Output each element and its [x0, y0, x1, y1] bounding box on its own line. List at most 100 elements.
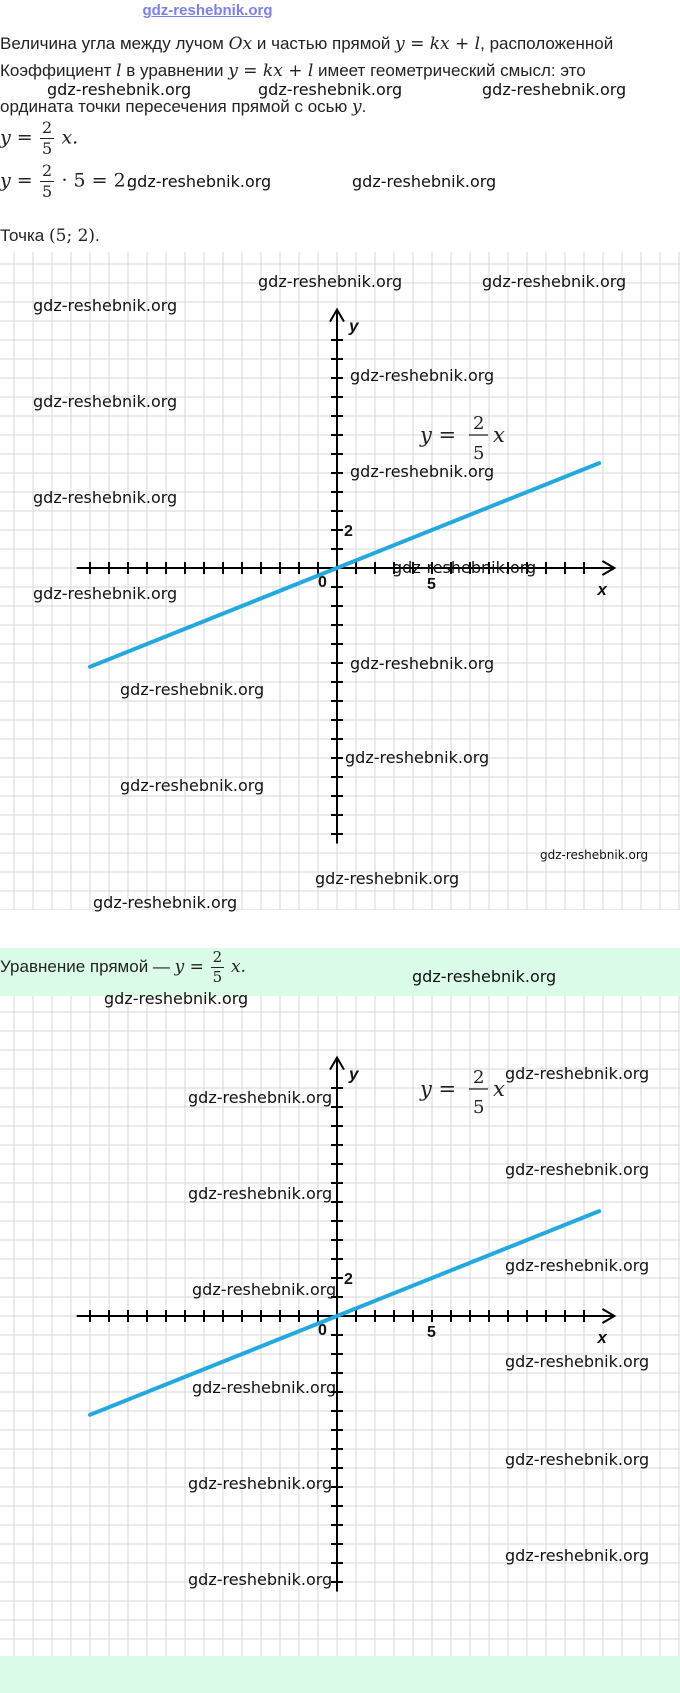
- text: имеет геометрический смысл: это: [318, 61, 586, 80]
- watermark: gdz-reshebnik.org: [482, 80, 627, 99]
- grid: [0, 252, 680, 910]
- y-axis-label: y: [348, 317, 360, 336]
- math-ox: Ox: [228, 34, 253, 54]
- bottom-band: [0, 1656, 680, 1693]
- grid: [0, 996, 680, 1656]
- denominator: 5: [41, 139, 53, 158]
- y-tick-label: 2: [344, 523, 353, 540]
- denominator: 5: [41, 182, 53, 201]
- equation-rhs: x: [493, 423, 505, 447]
- text: , расположенной: [480, 34, 614, 53]
- watermark: gdz-reshebnik.org: [350, 366, 495, 385]
- watermark: gdz-reshebnik.org: [258, 272, 403, 291]
- formula-1: y = 2 5 x.: [0, 120, 78, 157]
- watermark: gdz-reshebnik.org: [505, 1546, 650, 1565]
- paragraph-line-1: Величина угла между лучом Ox и частью пр…: [0, 34, 613, 54]
- watermark: gdz-reshebnik.org: [33, 584, 178, 603]
- watermark: gdz-reshebnik.org: [392, 558, 537, 577]
- text: Величина угла между лучом: [0, 34, 224, 53]
- origin-label: 0: [318, 574, 327, 591]
- formula-rhs: · 5 = 2.: [61, 169, 132, 192]
- watermark: gdz-reshebnik.org: [188, 1474, 333, 1493]
- fraction: 2 5: [39, 118, 55, 158]
- x-axis-label: x: [596, 1328, 608, 1347]
- answer-label: Уравнение прямой —: [0, 956, 170, 976]
- answer-line: Уравнение прямой — y = 2 5 x.: [0, 950, 246, 985]
- text: .: [95, 226, 100, 245]
- watermark: gdz-reshebnik.org: [192, 1280, 337, 1299]
- watermark: gdz-reshebnik.org: [505, 1256, 650, 1275]
- math-equation: y = kx + l: [395, 34, 481, 54]
- x-tick-label: 5: [427, 576, 436, 593]
- x-tick-label: 5: [427, 1324, 436, 1341]
- equation-numerator: 2: [473, 1067, 484, 1088]
- watermark: gdz-reshebnik.org: [47, 80, 192, 99]
- formula-rhs: x.: [61, 126, 79, 149]
- origin-label: 0: [318, 1322, 327, 1339]
- y-axis-arrow: [329, 1055, 345, 1071]
- equation-rhs: x: [493, 1077, 505, 1101]
- y-axis-label: y: [348, 1065, 360, 1084]
- watermark: gdz-reshebnik.org: [192, 1378, 337, 1397]
- watermark: gdz-reshebnik.org: [188, 1570, 333, 1589]
- answer-lhs: y =: [174, 956, 204, 977]
- watermark: gdz-reshebnik.org: [350, 654, 495, 673]
- text: ордината точки пересечения прямой с осью: [0, 97, 348, 116]
- numerator: 2: [39, 118, 55, 139]
- y-axis-arrow: [329, 307, 345, 323]
- equation-numerator: 2: [473, 413, 484, 434]
- math-equation: y = kx + l: [228, 61, 314, 81]
- x-axis-arrow: [601, 560, 617, 576]
- x-axis-arrow: [601, 1308, 617, 1324]
- watermark: gdz-reshebnik.org: [505, 1450, 650, 1469]
- formula-lhs: y =: [0, 126, 33, 149]
- watermark: gdz-reshebnik.org: [33, 296, 178, 315]
- text: в уравнении: [126, 61, 224, 80]
- equation-lhs: y =: [419, 1077, 456, 1101]
- text: .: [361, 97, 367, 116]
- numerator: 2: [39, 161, 55, 182]
- watermark: gdz-reshebnik.org: [352, 172, 497, 191]
- fraction: 2 5: [39, 161, 55, 201]
- watermark: gdz-reshebnik.org: [412, 967, 557, 986]
- equation-denominator: 5: [473, 1097, 484, 1118]
- paragraph-line-3: ордината точки пересечения прямой с осью…: [0, 97, 366, 117]
- numerator: 2: [210, 948, 225, 968]
- point-line: Точка (5; 2).: [0, 226, 100, 246]
- fraction: 2 5: [210, 948, 225, 986]
- point-value: (5; 2): [49, 226, 96, 246]
- equation-label: y = 2 5x: [419, 1067, 505, 1118]
- watermark: gdz-reshebnik.org: [505, 1160, 650, 1179]
- x-axis-label: x: [596, 580, 608, 599]
- watermark: gdz-reshebnik.org: [188, 1088, 333, 1107]
- watermark: gdz-reshebnik.org: [540, 848, 649, 862]
- formula-lhs: y =: [0, 169, 33, 192]
- watermark: gdz-reshebnik.org: [104, 989, 249, 1008]
- watermark: gdz-reshebnik.org: [505, 1352, 650, 1371]
- watermark: gdz-reshebnik.org: [127, 172, 272, 191]
- equation-label: y = 2 5x: [419, 413, 505, 464]
- graph-line: [88, 1209, 602, 1417]
- watermark: gdz-reshebnik.org: [315, 869, 460, 888]
- formula-2: y = 2 5 · 5 = 2.: [0, 163, 132, 200]
- math-l: l: [116, 61, 122, 81]
- site-link[interactable]: gdz-reshebnik.org: [142, 2, 273, 19]
- watermark: gdz-reshebnik.org: [482, 272, 627, 291]
- denominator: 5: [212, 968, 223, 986]
- watermark: gdz-reshebnik.org: [350, 462, 495, 481]
- equation-denominator: 5: [473, 443, 484, 464]
- equation-lhs: y =: [419, 423, 456, 447]
- watermark: gdz-reshebnik.org: [120, 680, 265, 699]
- watermark: gdz-reshebnik.org: [345, 748, 490, 767]
- watermark: gdz-reshebnik.org: [33, 488, 178, 507]
- graph-line: [88, 461, 602, 669]
- math-y: y: [352, 97, 362, 117]
- paragraph-line-2: Коэффициент l в уравнении y = kx + l име…: [0, 61, 586, 81]
- text: Точка: [0, 226, 45, 245]
- watermark: gdz-reshebnik.org: [505, 1064, 650, 1083]
- watermark: gdz-reshebnik.org: [93, 893, 238, 912]
